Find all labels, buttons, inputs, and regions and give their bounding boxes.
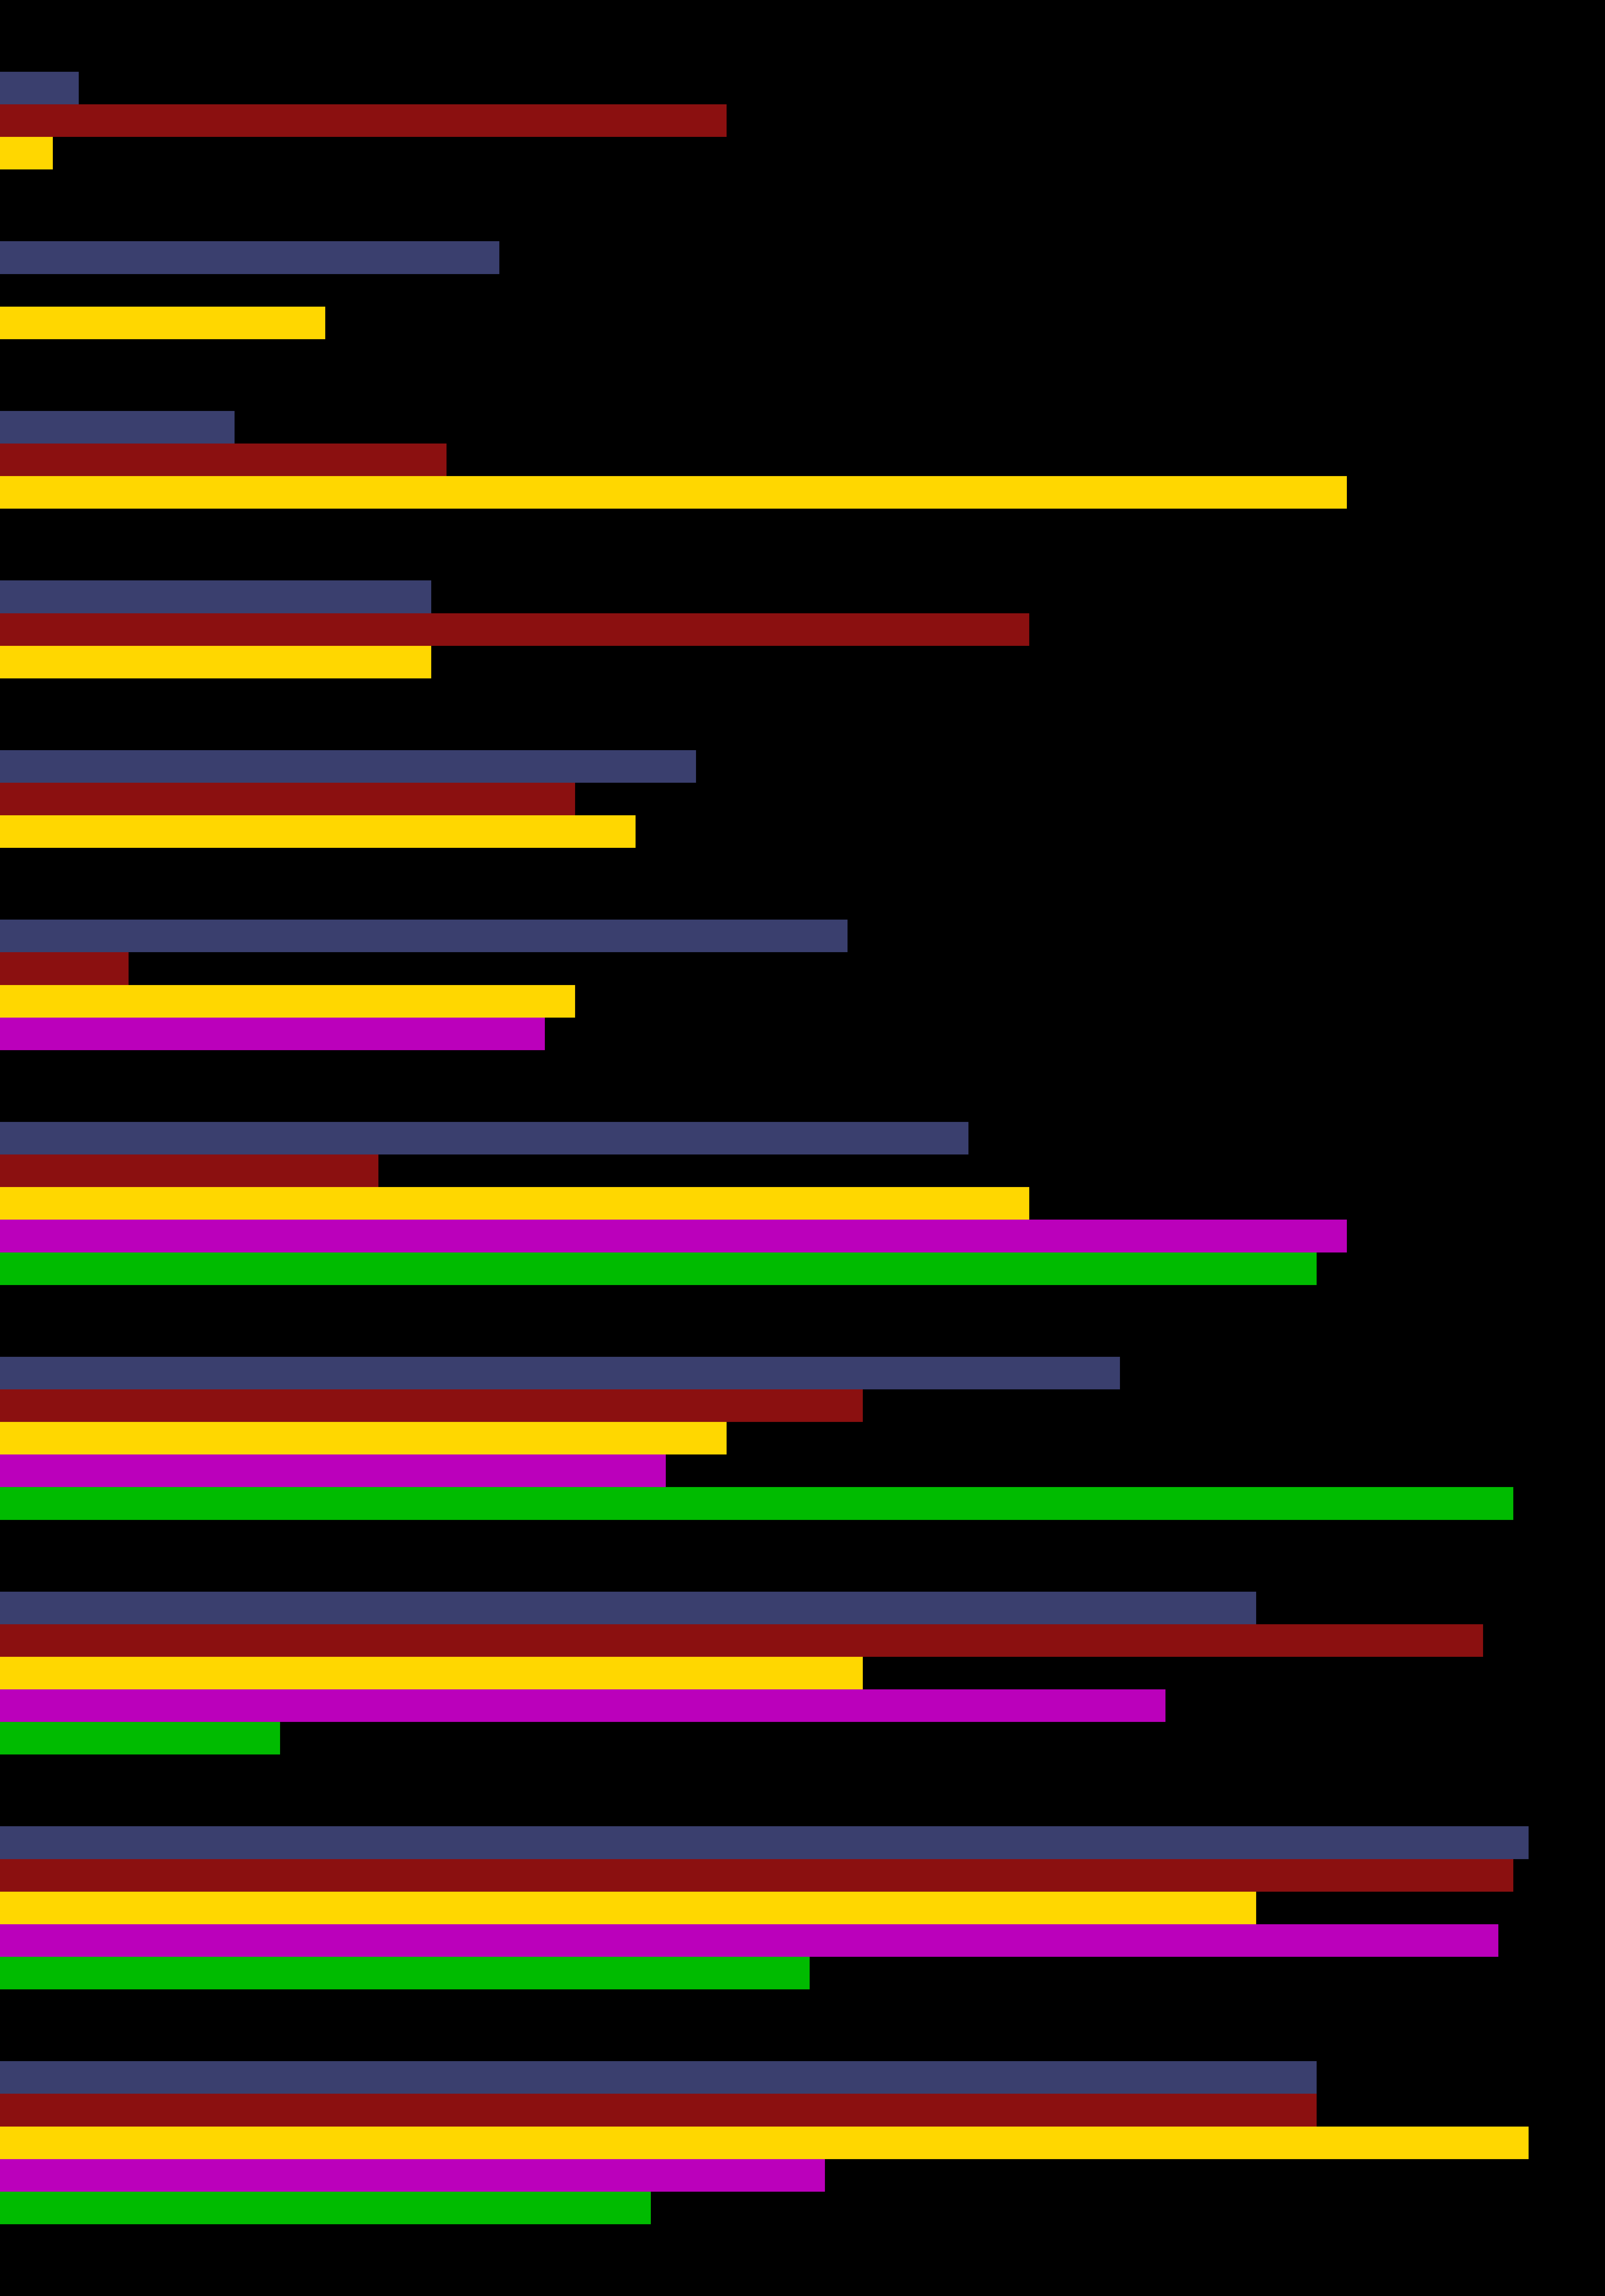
Bar (0, 815, 636, 847)
Bar (0, 1389, 862, 1421)
Bar (0, 613, 1029, 645)
Bar (0, 2126, 1528, 2158)
Bar (0, 443, 446, 475)
Bar (0, 71, 79, 103)
Bar (0, 1722, 279, 1754)
Bar (0, 308, 326, 340)
Bar (0, 2193, 650, 2225)
Bar (0, 1690, 1165, 1722)
Bar (0, 411, 234, 443)
Bar (0, 1219, 1347, 1251)
Bar (0, 138, 53, 170)
Bar (0, 953, 128, 985)
Bar (0, 1251, 1316, 1286)
Bar (0, 1123, 968, 1155)
Bar (0, 1892, 1257, 1924)
Bar (0, 581, 432, 613)
Bar (0, 1591, 1257, 1623)
Bar (0, 1860, 1514, 1892)
Bar (0, 1924, 1499, 1956)
Bar (0, 1488, 1514, 1520)
Bar (0, 2094, 1316, 2126)
Bar (0, 1357, 1120, 1389)
Bar (0, 1155, 379, 1187)
Bar (0, 103, 727, 138)
Bar (0, 1017, 544, 1049)
Bar (0, 985, 575, 1017)
Bar (0, 2062, 1316, 2094)
Bar (0, 645, 432, 677)
Bar (0, 1658, 862, 1690)
Bar (0, 1456, 666, 1488)
Bar (0, 1825, 1528, 1860)
Bar (0, 475, 1347, 510)
Bar (0, 751, 697, 783)
Bar (0, 783, 575, 815)
Bar (0, 2158, 825, 2193)
Bar (0, 1187, 1029, 1219)
Bar (0, 241, 499, 273)
Bar (0, 1623, 1483, 1658)
Bar (0, 1956, 809, 1988)
Bar (0, 921, 847, 953)
Bar (0, 1421, 727, 1456)
